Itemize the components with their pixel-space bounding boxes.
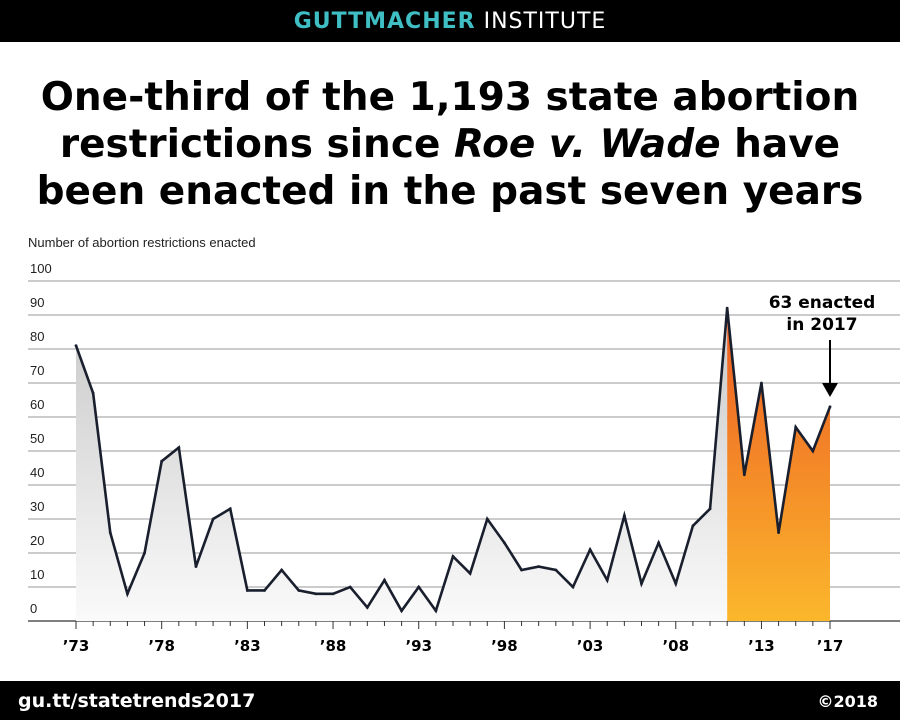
y-axis-label: Number of abortion restrictions enacted <box>28 235 256 250</box>
data-point-2001 <box>554 568 558 572</box>
y-tick-label-40: 40 <box>30 465 44 480</box>
restrictions-area-chart: Number of abortion restrictions enacted … <box>28 235 900 655</box>
y-tick-label-90: 90 <box>30 295 44 310</box>
footer-copyright: ©2018 <box>817 692 878 711</box>
headline-part-2: have been enacted in the past seven year… <box>36 122 864 214</box>
data-point-1999 <box>520 568 523 572</box>
data-point-1994 <box>434 609 438 613</box>
y-tick-label-0: 0 <box>30 601 37 616</box>
y-tick-label-10: 10 <box>30 567 44 582</box>
data-point-2007 <box>657 541 661 545</box>
data-point-1974 <box>91 391 95 395</box>
headline-part-1: One-third of the 1,193 state abortion re… <box>40 75 860 167</box>
data-point-2015 <box>794 425 798 429</box>
footer-url[interactable]: gu.tt/statetrends2017 <box>18 690 256 712</box>
data-point-1991 <box>383 578 386 582</box>
area-fill-historical <box>76 308 728 621</box>
data-point-1986 <box>297 589 301 592</box>
data-point-1977 <box>143 551 146 555</box>
data-point-1983 <box>245 589 249 592</box>
data-point-2000 <box>537 565 541 568</box>
data-point-2016 <box>811 449 815 453</box>
annotation-group: 63 enacted in 2017 <box>769 293 876 397</box>
data-point-1984 <box>263 589 266 592</box>
x-tick-label-1973: ’73 <box>63 637 90 655</box>
data-point-1980 <box>194 565 198 568</box>
data-point-2011 <box>725 306 729 310</box>
x-tick-label-2017: ’17 <box>817 637 844 655</box>
x-axis: ’73 ’78 ’83 ’88 ’93 ’98 ’03 ’08 ’13 ’17 <box>63 621 844 655</box>
data-point-1987 <box>314 592 318 596</box>
y-tick-label-70: 70 <box>30 363 44 378</box>
data-point-2009 <box>691 524 695 528</box>
data-point-1990 <box>365 606 369 609</box>
y-tick-label-60: 60 <box>30 397 44 412</box>
x-tick-label-1993: ’93 <box>405 637 432 655</box>
data-point-1981 <box>211 517 215 521</box>
data-point-1997 <box>485 517 489 521</box>
y-tick-label-100: 100 <box>30 261 52 276</box>
data-point-1998 <box>503 541 506 545</box>
chart-headline: One-third of the 1,193 state abortion re… <box>0 74 900 215</box>
footer-bar: gu.tt/statetrends2017 ©2018 <box>0 681 900 720</box>
data-point-1985 <box>280 568 284 572</box>
annotation-line-1: 63 enacted <box>769 293 876 313</box>
data-point-1976 <box>126 592 129 596</box>
series-line-group <box>74 306 832 614</box>
data-point-1988 <box>331 592 335 596</box>
annotation-arrow-head <box>822 383 838 397</box>
x-tick-label-1978: ’78 <box>148 637 175 655</box>
data-point-1979 <box>177 446 181 449</box>
y-tick-label-20: 20 <box>30 533 44 548</box>
area-fills <box>76 308 830 621</box>
data-point-2008 <box>674 582 678 585</box>
data-point-2017 <box>828 405 832 409</box>
data-point-2014 <box>777 531 780 534</box>
data-point-2013 <box>760 381 763 385</box>
y-tick-label-30: 30 <box>30 499 44 514</box>
headline-case-name: Roe v. Wade <box>453 122 721 167</box>
data-point-1978 <box>160 459 164 463</box>
area-fill-recent <box>727 308 830 621</box>
x-tick-label-1988: ’88 <box>320 637 347 655</box>
brand-secondary: INSTITUTE <box>483 8 607 34</box>
x-tick-label-1983: ’83 <box>234 637 261 655</box>
data-point-1993 <box>417 585 421 589</box>
data-point-2012 <box>742 473 746 477</box>
x-tick-label-2008: ’08 <box>662 637 689 655</box>
data-point-1992 <box>400 609 403 613</box>
brand-primary: GUTTMACHER <box>293 8 476 34</box>
x-tick-label-1998: ’98 <box>491 637 518 655</box>
y-tick-label-50: 50 <box>30 431 44 446</box>
data-point-1989 <box>348 585 352 589</box>
y-tick-label-80: 80 <box>30 329 44 344</box>
data-point-1995 <box>451 555 455 558</box>
annotation-line-2: in 2017 <box>786 315 857 335</box>
data-point-2010 <box>708 507 712 511</box>
data-point-2002 <box>571 585 575 589</box>
x-tick-label-2003: ’03 <box>577 637 604 655</box>
data-point-2003 <box>588 548 592 551</box>
data-point-1975 <box>108 531 112 534</box>
data-point-2004 <box>605 578 609 582</box>
top-banner: GUTTMACHER INSTITUTE <box>0 0 900 42</box>
x-tick-label-2013: ’13 <box>748 637 775 655</box>
data-point-1973 <box>74 344 78 347</box>
brand-logo: GUTTMACHER INSTITUTE <box>294 9 607 34</box>
data-point-2006 <box>640 582 643 585</box>
data-point-1996 <box>468 572 472 575</box>
data-point-1982 <box>228 507 232 511</box>
data-point-2005 <box>622 514 626 517</box>
